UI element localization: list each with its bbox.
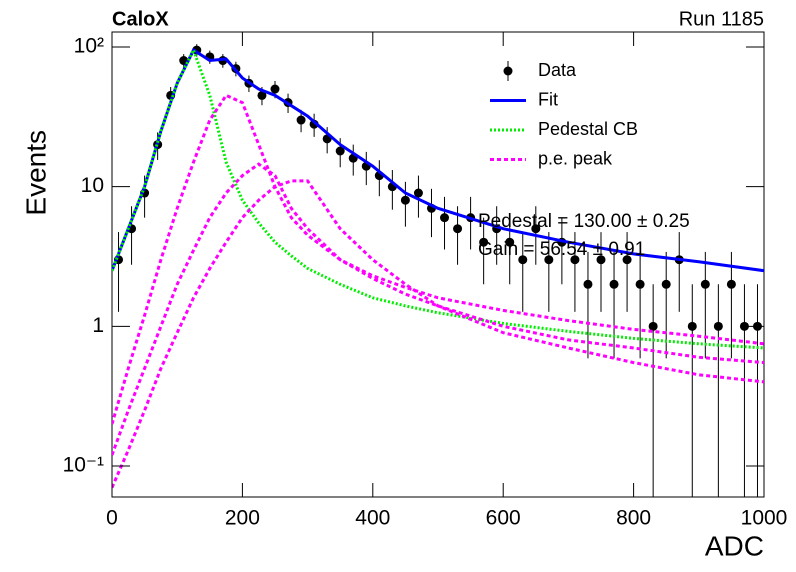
y-tick-label: 10² [74,35,104,58]
data-point [687,321,697,331]
data-point [544,255,554,265]
data-point [440,213,450,223]
data-point [400,195,410,205]
chart-subtitle: Run 1185 [679,8,764,30]
x-tick-label: 200 [225,507,260,530]
fit-annotation: Gain = 56.54 ± 0.91 [478,239,645,260]
x-axis-label: ADC [705,530,764,561]
data-point [726,279,736,289]
data-point [335,146,345,156]
y-tick-label: 10⁻¹ [63,454,104,477]
data-point [570,255,580,265]
y-axis-label: Events [20,130,51,216]
legend-label: Pedestal CB [538,119,638,139]
legend-label: Fit [538,89,558,109]
y-tick-label: 1 [92,314,104,337]
data-point [453,224,463,234]
data-point [648,321,658,331]
data-point [700,279,710,289]
data-point [622,255,632,265]
data-point [505,237,515,247]
legend-symbol [503,66,513,76]
y-tick-label: 10 [81,174,104,197]
fit-annotation: Pedestal = 130.00 ± 0.25 [478,211,690,232]
data-point [596,255,606,265]
pe-peak-curve [112,93,764,425]
data-point [583,279,593,289]
x-tick-label: 0 [106,507,118,530]
data-point [518,255,528,265]
data-point [635,279,645,289]
data-point [531,224,541,234]
data-point [296,115,306,125]
data-point [257,90,267,100]
legend-label: Data [538,60,577,80]
data-point [479,237,489,247]
x-tick-label: 1000 [741,507,788,530]
x-tick-label: 800 [616,507,651,530]
x-tick-label: 600 [486,507,521,530]
data-point [413,188,423,198]
plot-frame [111,31,765,498]
plot-area [112,44,764,497]
legend-label: p.e. peak [538,148,613,168]
chart-title: CaloX [112,8,169,30]
x-tick-label: 400 [355,507,390,530]
data-point [661,279,671,289]
fit-curve [112,47,764,273]
data-point [270,84,280,94]
data-point [713,321,723,331]
pe-peak-curve [112,179,764,489]
data-point [609,279,619,289]
fit-curve [112,46,764,350]
pe-peak-curve [112,162,764,456]
data-point [739,321,749,331]
